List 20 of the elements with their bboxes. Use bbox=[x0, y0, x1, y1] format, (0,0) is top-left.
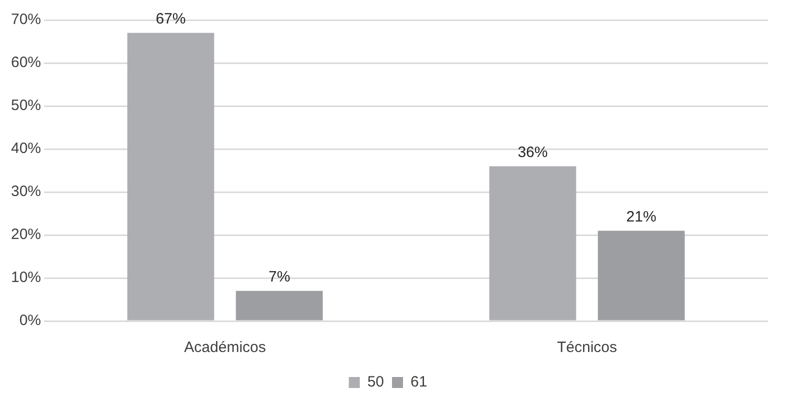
x-tick-label: Académicos bbox=[184, 339, 266, 356]
legend-label: 50 bbox=[367, 374, 384, 391]
bar bbox=[236, 290, 323, 320]
bar bbox=[489, 166, 576, 320]
y-tick-label: 70% bbox=[10, 11, 42, 28]
y-tick-label: 20% bbox=[10, 226, 42, 244]
x-tick-label: Técnicos bbox=[556, 339, 618, 356]
bar bbox=[127, 32, 214, 320]
y-tick-label: 0% bbox=[19, 312, 42, 330]
data-label: 36% bbox=[518, 144, 548, 161]
y-tick-label: 50% bbox=[10, 97, 42, 114]
y-tick-label: 60% bbox=[10, 54, 42, 72]
data-label: 7% bbox=[268, 268, 290, 286]
data-label: 67% bbox=[156, 10, 186, 28]
y-tick-label: 10% bbox=[10, 269, 42, 286]
y-tick-label: 40% bbox=[10, 140, 42, 158]
bar bbox=[598, 230, 685, 320]
y-tick-label: 30% bbox=[10, 183, 42, 200]
data-label: 21% bbox=[626, 208, 656, 226]
legend-label: 61 bbox=[410, 374, 428, 391]
